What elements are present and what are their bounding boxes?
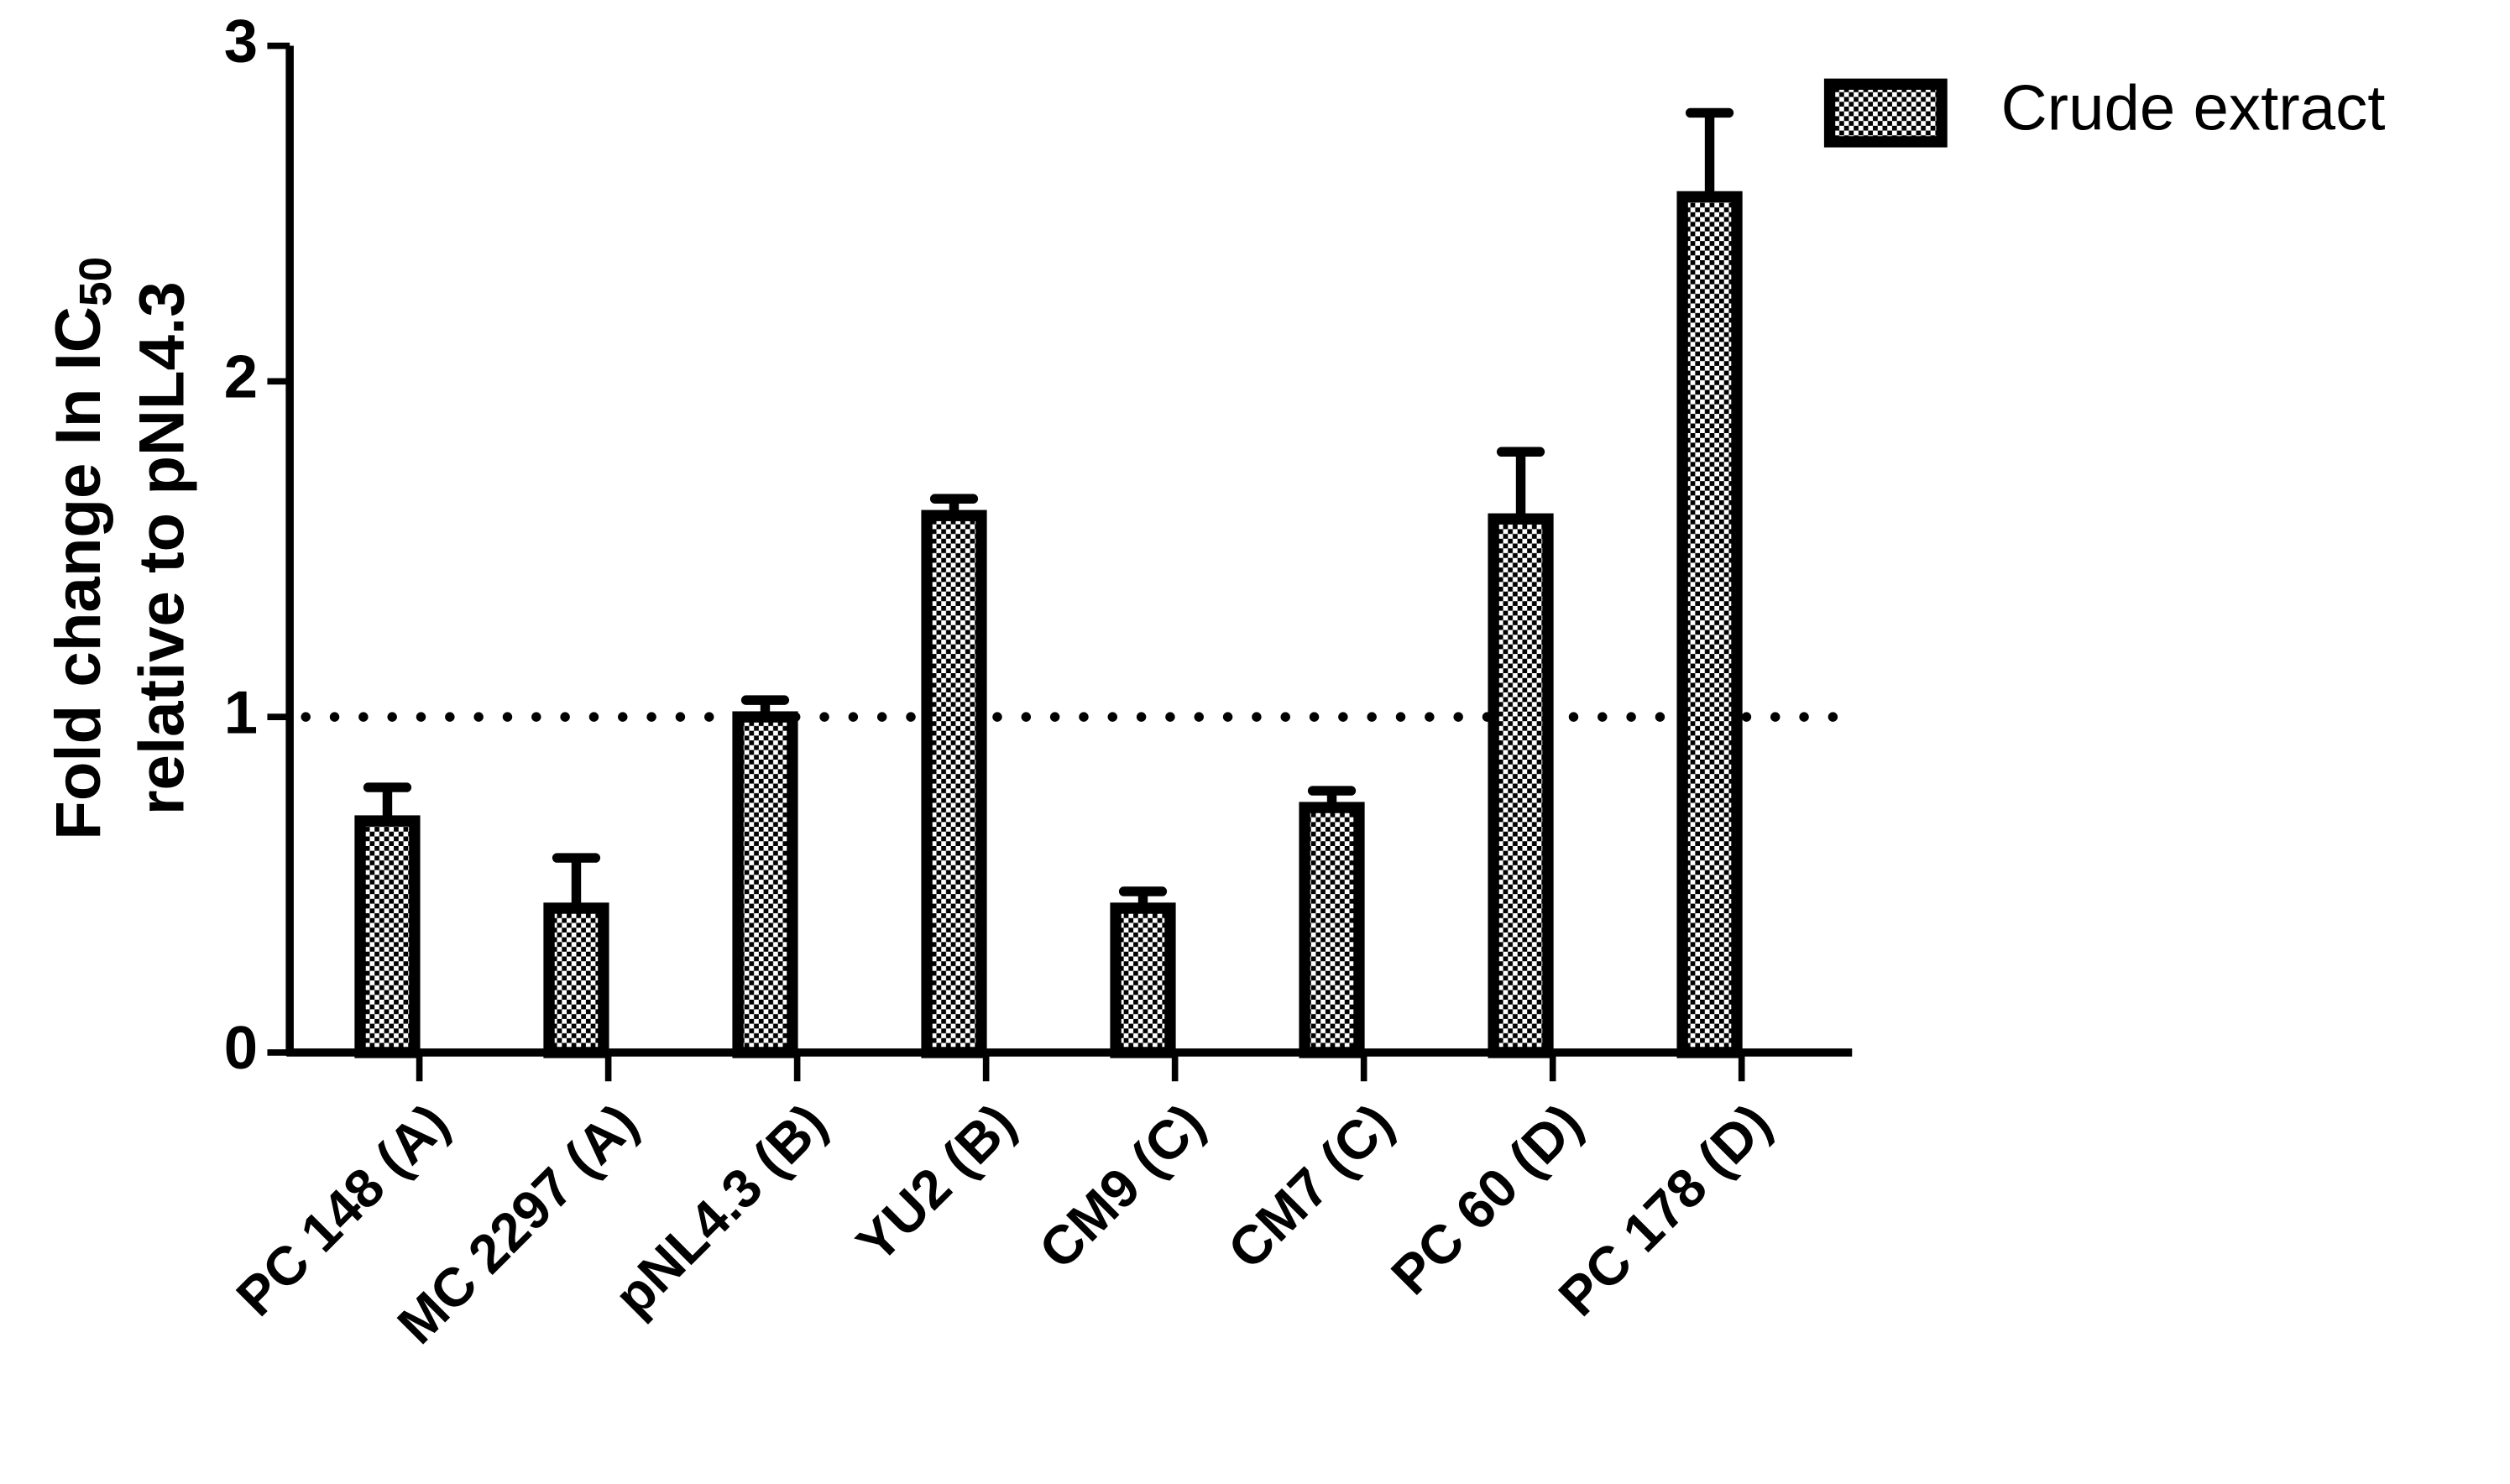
y-axis-label-line2: relative to pNL4.3 [126,281,197,815]
y-tick-label: 0 [224,1014,258,1082]
y-axis-label-text: Fold change In IC [43,306,114,840]
x-tick-label: YU2 (B) [845,1092,1027,1274]
bar [921,509,987,1058]
y-tick-label: 3 [224,8,258,76]
bar [732,711,798,1058]
bar [1110,902,1176,1058]
bar [1676,191,1743,1058]
bar [543,902,609,1058]
bar [1488,513,1554,1058]
y-tick-label: 2 [224,342,258,410]
x-tick-label: CM9 (C) [1028,1092,1216,1281]
bar [354,815,421,1058]
legend-label: Crude extract [2001,73,2386,144]
y-axis-label: Fold change In IC50 [43,257,121,840]
x-tick-label: CM7 (C) [1216,1092,1405,1281]
legend-swatch [1823,78,1948,148]
bar [1299,802,1365,1058]
y-axis-label-subscript: 50 [71,257,121,306]
y-tick-label: 1 [224,678,258,746]
